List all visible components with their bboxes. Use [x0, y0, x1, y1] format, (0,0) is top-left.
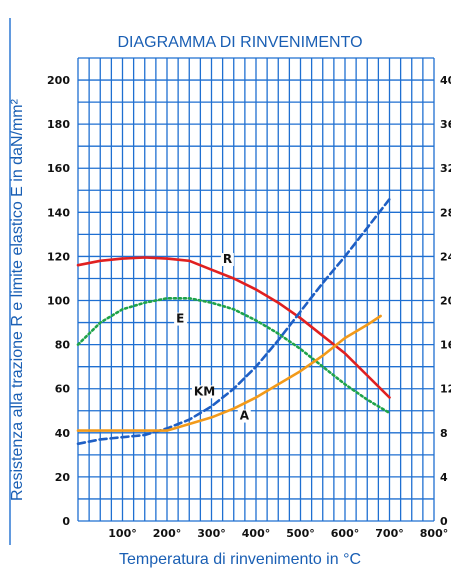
grid	[9, 18, 435, 545]
tick-labels: 100° 200° 300° 400° 500° 600° 700° 800°02040608…	[47, 74, 451, 540]
y-tick-label: 100	[47, 295, 70, 308]
series-line-a	[76, 314, 382, 432]
y-tick-label: 0	[62, 515, 70, 528]
y-tick-label: 160	[47, 162, 70, 175]
y-tick-label: 60	[55, 383, 71, 396]
series-label-a: A	[240, 409, 250, 423]
series-line-km	[76, 197, 391, 446]
y-axis-label: Resistenza alla trazione R e limite elas…	[9, 98, 26, 501]
x-tick-label: 800°	[420, 527, 448, 540]
y2-tick-label: 16	[440, 339, 451, 352]
y-tick-label: 140	[47, 206, 70, 219]
x-axis-label: Temperatura di rinvenimento in °C	[119, 551, 361, 568]
y-tick-label: 80	[55, 339, 71, 352]
y2-tick-label: 0	[440, 515, 448, 528]
y-tick-label: 20	[55, 471, 71, 484]
y2-tick-label: 32	[440, 162, 451, 175]
y-tick-label: 40	[55, 427, 71, 440]
series-line-e	[76, 297, 391, 415]
y2-tick-label: 12	[440, 383, 451, 396]
series-label-r: R	[223, 252, 232, 266]
y2-tick-label: 8	[440, 427, 448, 440]
series-group	[76, 197, 391, 446]
x-tick-label: 400°	[242, 527, 270, 540]
y2-tick-label: 20	[440, 295, 451, 308]
x-tick-label: 600°	[331, 527, 359, 540]
series-label-e: E	[176, 312, 184, 326]
y2-tick-label: 36	[440, 118, 451, 131]
y-tick-label: 180	[47, 118, 70, 131]
series-labels: R E KM A	[174, 252, 251, 423]
x-tick-label: 100°	[108, 527, 136, 540]
series-label-bg	[220, 253, 234, 267]
series-label-bg	[191, 385, 214, 399]
chart-title: DIAGRAMMA DI RINVENIMENTO	[117, 34, 362, 51]
x-tick-label: 300°	[197, 527, 225, 540]
x-tick-label: 500°	[286, 527, 314, 540]
y2-tick-label: 40	[440, 74, 451, 87]
series-label-bg	[174, 312, 188, 326]
y-tick-label: 200	[47, 74, 70, 87]
series-label-km: KM	[194, 384, 215, 398]
y2-tick-label: 4	[440, 471, 448, 484]
y-tick-label: 120	[47, 250, 70, 263]
x-tick-label: 200°	[153, 527, 181, 540]
series-label-bg	[237, 409, 251, 423]
y2-tick-label: 24	[440, 250, 451, 263]
x-tick-label: 700°	[375, 527, 403, 540]
y2-tick-label: 28	[440, 206, 451, 219]
series-line-r	[76, 256, 391, 399]
